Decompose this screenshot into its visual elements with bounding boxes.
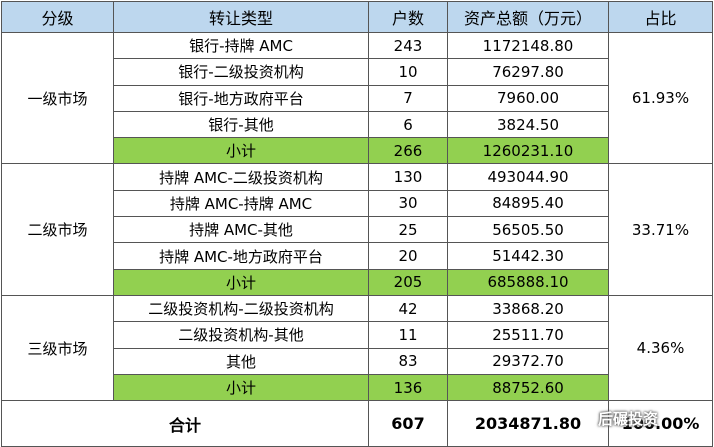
cell: 二级投资机构-二级投资机构 — [113, 294, 369, 323]
level-cell: 三级市场 — [1, 294, 114, 402]
cell: 7960.00 — [447, 84, 609, 112]
header-cell: 户数 — [368, 1, 448, 33]
cell: 银行-持牌 AMC — [113, 31, 369, 60]
cell: 30 — [368, 189, 448, 218]
subtotal-cell: 1260231.10 — [447, 137, 609, 165]
cell: 76297.80 — [447, 58, 609, 86]
data-row: 银行-其他 6 3824.50 — [2, 110, 713, 139]
subtotal-cell: 205 — [368, 268, 448, 296]
cell: 83 — [368, 347, 448, 375]
cell: 银行-其他 — [113, 110, 369, 139]
cell: 42 — [368, 294, 448, 323]
cell: 33868.20 — [447, 294, 609, 323]
cell: 11 — [368, 321, 448, 349]
subtotal-cell: 小计 — [113, 137, 369, 165]
cell: 7 — [368, 84, 448, 112]
data-row: 其他 83 29372.70 — [2, 347, 713, 375]
subtotal-row: 小计 205 685888.10 — [2, 268, 713, 296]
cell: 二级投资机构-其他 — [113, 321, 369, 349]
cell: 29372.70 — [447, 347, 609, 375]
subtotal-row: 小计 136 88752.60 — [2, 373, 713, 402]
subtotal-cell: 88752.60 — [447, 373, 609, 402]
watermark: 后碾投资 — [598, 410, 659, 428]
cell: 3824.50 — [447, 110, 609, 139]
cell: 130 — [368, 163, 448, 191]
cell: 持牌 AMC-二级投资机构 — [113, 163, 369, 191]
cell: 20 — [368, 242, 448, 270]
cell: 56505.50 — [447, 216, 609, 244]
table-body: 一级市场 银行-持牌 AMC 243 1172148.80 61.93% 银行-二级投资机… — [1, 31, 713, 447]
subtotal-cell: 小计 — [113, 373, 369, 402]
level-cell: 一级市场 — [1, 31, 114, 165]
cell: 其他 — [113, 347, 369, 375]
header-cell: 分级 — [1, 1, 114, 33]
cell: 持牌 AMC-地方政府平台 — [113, 242, 369, 270]
data-row: 银行-地方政府平台 7 7960.00 — [2, 84, 713, 112]
cell: 243 — [368, 31, 448, 60]
header-row: 分级 转让类型 户数 资产总额（万元） 占比 — [1, 1, 713, 33]
subtotal-cell: 685888.10 — [447, 268, 609, 296]
total-cell: 2034871.80 — [447, 400, 609, 447]
cell: 84895.40 — [447, 189, 609, 218]
data-row: 二级投资机构-其他 11 25511.70 — [2, 321, 713, 349]
cell: 6 — [368, 110, 448, 139]
header-cell: 资产总额（万元） — [447, 1, 609, 33]
total-row: 合计 607 2034871.80 100.00% — [1, 400, 713, 447]
cell: 493044.90 — [447, 163, 609, 191]
level-cell: 二级市场 — [1, 163, 114, 296]
data-row: 一级市场 银行-持牌 AMC 243 1172148.80 61.93% — [1, 31, 713, 165]
data-row: 银行-二级投资机构 10 76297.80 — [2, 58, 713, 86]
data-row: 二级市场 持牌 AMC-二级投资机构 130 493044.90 33.71% — [1, 163, 713, 296]
share-cell: 61.93% — [608, 31, 713, 165]
cell: 持牌 AMC-持牌 AMC — [113, 189, 369, 218]
header-cell: 占比 — [608, 1, 713, 33]
subtotal-row: 小计 266 1260231.10 — [2, 137, 713, 165]
total-label: 合计 — [1, 400, 369, 447]
data-row: 持牌 AMC-持牌 AMC 30 84895.40 — [2, 189, 713, 218]
header-cell: 转让类型 — [113, 1, 369, 33]
total-cell: 607 — [368, 400, 448, 447]
data-row: 三级市场 二级投资机构-二级投资机构 42 33868.20 4.36% — [1, 294, 713, 402]
cell: 持牌 AMC-其他 — [113, 216, 369, 244]
subtotal-cell: 小计 — [113, 268, 369, 296]
share-cell: 4.36% — [608, 294, 713, 402]
cell: 银行-二级投资机构 — [113, 58, 369, 86]
cell: 51442.30 — [447, 242, 609, 270]
cell: 25 — [368, 216, 448, 244]
cell: 银行-地方政府平台 — [113, 84, 369, 112]
cell: 10 — [368, 58, 448, 86]
share-cell: 33.71% — [608, 163, 713, 296]
subtotal-cell: 266 — [368, 137, 448, 165]
cell: 1172148.80 — [447, 31, 609, 60]
data-row: 持牌 AMC-地方政府平台 20 51442.30 — [2, 242, 713, 270]
cell: 25511.70 — [447, 321, 609, 349]
total-cell: 100.00% — [608, 400, 713, 447]
subtotal-cell: 136 — [368, 373, 448, 402]
